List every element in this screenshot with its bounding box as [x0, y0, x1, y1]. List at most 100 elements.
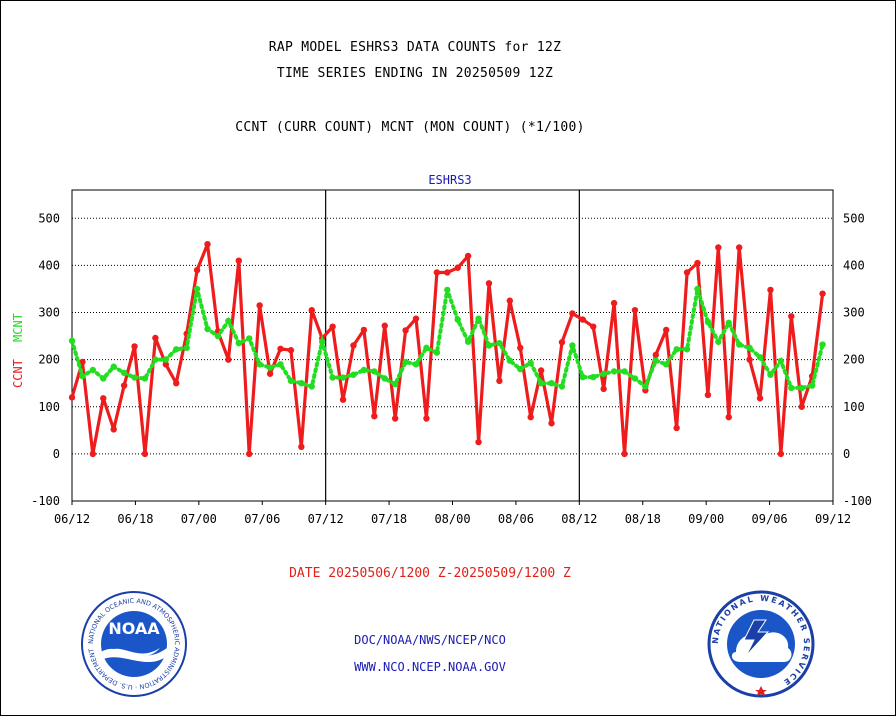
- data-point-ccnt: [600, 385, 607, 393]
- data-point-mcnt: [621, 368, 628, 375]
- data-point-ccnt: [725, 413, 732, 421]
- data-point-ccnt: [402, 327, 409, 334]
- data-point-mcnt: [193, 285, 201, 293]
- data-point-mcnt: [558, 383, 566, 390]
- data-point-ccnt: [663, 326, 670, 334]
- data-point-mcnt: [79, 372, 86, 380]
- svg-text:NOAA: NOAA: [108, 619, 160, 638]
- data-point-mcnt: [683, 346, 691, 353]
- data-point-mcnt: [600, 370, 607, 377]
- data-point-ccnt: [579, 316, 587, 323]
- data-point-mcnt: [715, 338, 722, 345]
- data-point-mcnt: [277, 361, 284, 368]
- data-point-ccnt: [475, 438, 482, 446]
- data-point-ccnt: [360, 326, 368, 334]
- data-point-ccnt: [329, 323, 336, 330]
- data-point-ccnt: [193, 266, 201, 274]
- data-point-mcnt: [756, 354, 764, 361]
- data-point-ccnt: [256, 302, 263, 309]
- data-point-mcnt: [308, 383, 315, 390]
- data-point-ccnt: [381, 322, 388, 329]
- data-point-mcnt: [68, 337, 76, 344]
- data-point-ccnt: [454, 264, 461, 271]
- y-tick-label-left: 100: [38, 400, 60, 414]
- data-point-mcnt: [339, 374, 347, 381]
- data-point-ccnt: [225, 356, 232, 363]
- data-point-mcnt: [381, 375, 388, 382]
- data-point-ccnt: [735, 244, 743, 251]
- data-point-mcnt: [704, 318, 712, 326]
- y-tick-label-right: 200: [843, 353, 865, 367]
- data-point-mcnt: [537, 379, 545, 387]
- data-point-mcnt: [517, 365, 524, 373]
- data-point-ccnt: [621, 450, 628, 458]
- data-point-ccnt: [694, 259, 701, 267]
- data-point-ccnt: [110, 426, 117, 433]
- data-point-ccnt: [777, 450, 785, 458]
- data-point-ccnt: [558, 339, 566, 346]
- x-tick-label: 08/06: [498, 512, 534, 526]
- data-point-mcnt: [225, 317, 232, 325]
- y-tick-label-left: 0: [53, 447, 60, 461]
- data-point-mcnt: [89, 366, 97, 374]
- data-point-ccnt: [683, 269, 691, 276]
- data-point-mcnt: [631, 375, 639, 382]
- x-tick-label: 06/18: [117, 512, 153, 526]
- data-point-mcnt: [360, 366, 368, 374]
- y-tick-label-left: -100: [31, 494, 60, 508]
- data-point-ccnt: [152, 334, 159, 342]
- x-tick-label: 08/00: [434, 512, 470, 526]
- data-point-ccnt: [68, 394, 76, 401]
- data-point-ccnt: [287, 347, 295, 354]
- panel-title: ESHRS3: [428, 173, 471, 187]
- y-axis-label-ccnt: CCNT: [11, 359, 25, 388]
- data-point-mcnt: [475, 315, 482, 322]
- data-point-mcnt: [298, 379, 305, 387]
- data-point-mcnt: [485, 342, 493, 349]
- data-point-mcnt: [767, 371, 774, 378]
- y-tick-label-right: -100: [843, 494, 872, 508]
- data-point-ccnt: [89, 450, 97, 458]
- data-point-ccnt: [350, 342, 357, 349]
- data-point-mcnt: [131, 374, 138, 381]
- x-tick-label: 07/00: [181, 512, 217, 526]
- data-point-mcnt: [663, 361, 670, 368]
- data-point-mcnt: [371, 368, 378, 375]
- data-point-ccnt: [496, 377, 503, 385]
- data-point-mcnt: [246, 335, 253, 342]
- data-point-mcnt: [725, 319, 732, 327]
- data-point-ccnt: [266, 370, 274, 377]
- data-point-ccnt: [412, 315, 420, 322]
- data-point-mcnt: [610, 368, 618, 375]
- data-point-ccnt: [173, 379, 180, 387]
- data-point-mcnt: [204, 325, 211, 333]
- data-point-ccnt: [246, 450, 253, 458]
- data-point-mcnt: [391, 380, 399, 388]
- x-tick-label: 08/12: [561, 512, 597, 526]
- y-tick-label-right: 500: [843, 211, 865, 225]
- data-point-mcnt: [152, 356, 159, 363]
- x-tick-label: 08/18: [625, 512, 661, 526]
- data-point-mcnt: [162, 356, 170, 363]
- data-point-mcnt: [454, 316, 461, 323]
- y-tick-label-right: 0: [843, 447, 850, 461]
- data-point-mcnt: [642, 383, 649, 390]
- data-point-mcnt: [527, 359, 534, 367]
- data-point-mcnt: [673, 346, 680, 353]
- data-point-ccnt: [652, 351, 659, 359]
- date-range-label: DATE 20250506/1200 Z-20250509/1200 Z: [289, 566, 571, 581]
- footer-website-line: WWW.NCO.NCEP.NOAA.GOV: [354, 660, 506, 674]
- data-point-ccnt: [204, 240, 211, 248]
- data-point-mcnt: [819, 341, 826, 348]
- x-tick-label: 09/12: [815, 512, 851, 526]
- data-point-ccnt: [162, 361, 170, 368]
- data-point-mcnt: [214, 332, 222, 340]
- data-point-ccnt: [715, 244, 722, 251]
- data-point-ccnt: [569, 310, 576, 317]
- data-point-mcnt: [735, 341, 743, 348]
- chart-title-line1: RAP MODEL ESHRS3 DATA COUNTS for 12Z: [268, 40, 562, 55]
- data-point-mcnt: [590, 373, 597, 381]
- data-point-mcnt: [318, 338, 326, 345]
- data-point-mcnt: [120, 369, 128, 377]
